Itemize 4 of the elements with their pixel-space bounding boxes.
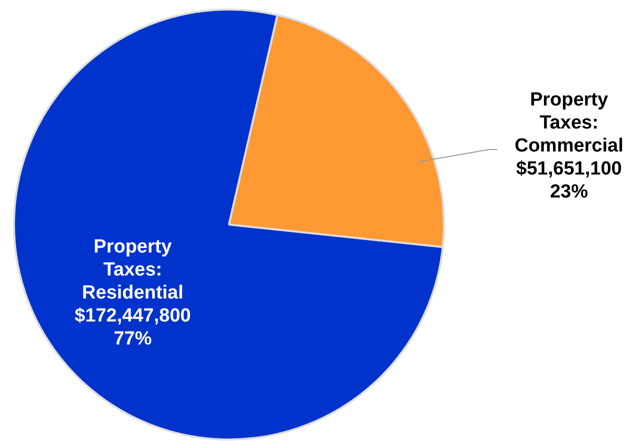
slice-label: Property Taxes: Residential bbox=[82, 236, 184, 304]
data-label: $172,447,800 77% bbox=[74, 305, 191, 350]
slice-label: Property Taxes: Commercial bbox=[514, 90, 624, 157]
data-label: $51,651,100 23% bbox=[516, 158, 622, 203]
